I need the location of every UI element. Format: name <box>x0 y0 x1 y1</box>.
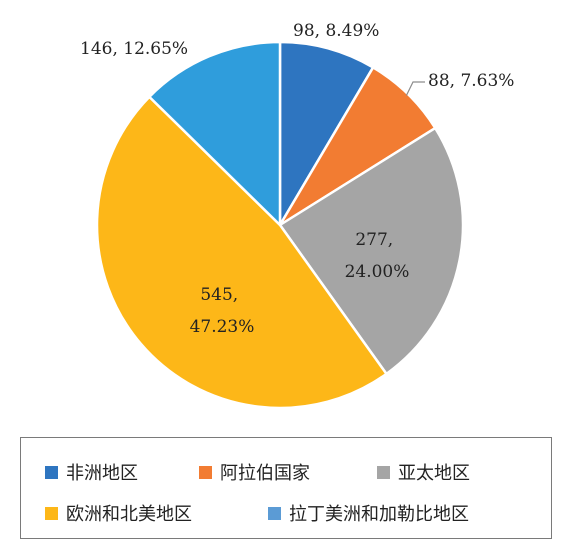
chart-legend: 非洲地区 阿拉伯国家 亚太地区 欧洲和北美地区 拉丁美洲和加勒比地区 <box>20 437 552 539</box>
data-label-africa: 98, 8.49% <box>293 21 379 41</box>
label-leader-line-arab-states <box>405 81 425 96</box>
legend-label: 拉丁美洲和加勒比地区 <box>289 504 469 525</box>
pie-slices <box>95 40 465 410</box>
data-label-asia-pacific-percent: 24.00% <box>345 262 410 282</box>
data-label-asia-pacific-value: 277, <box>355 230 393 250</box>
pie-slice-asia-pacific <box>278 126 465 376</box>
legend-item-arab-states: 阿拉伯国家 <box>199 459 310 485</box>
legend-label: 非洲地区 <box>66 463 138 484</box>
legend-swatch <box>45 465 58 479</box>
data-label-europe-north-america: 545, 47.23% <box>190 285 255 337</box>
data-label-asia-pacific: 277, 24.00% <box>345 230 410 282</box>
legend-swatch <box>45 506 58 520</box>
legend-item-asia-pacific: 亚太地区 <box>377 459 470 485</box>
pie-chart: 98, 8.49% 88, 7.63% 277, 24.00% 545, 47.… <box>80 21 514 410</box>
legend-item-latin-america: 拉丁美洲和加勒比地区 <box>268 500 469 526</box>
legend-item-africa: 非洲地区 <box>45 459 138 485</box>
pie-slice-africa <box>278 40 375 227</box>
pie-slice-europe-north-america <box>95 95 388 410</box>
legend-label: 亚太地区 <box>398 463 470 484</box>
pie-slice-latin-america <box>148 40 282 227</box>
legend-swatch <box>268 506 281 520</box>
data-label-europe-percent: 47.23% <box>190 317 255 337</box>
legend-item-europe-north-america: 欧洲和北美地区 <box>45 500 192 526</box>
legend-label: 阿拉伯国家 <box>220 463 310 484</box>
data-label-europe-value: 545, <box>200 285 238 305</box>
data-label-latin-america: 146, 12.65% <box>80 39 188 59</box>
legend-swatch <box>377 465 390 479</box>
legend-label: 欧洲和北美地区 <box>66 504 192 525</box>
legend-swatch <box>199 465 212 479</box>
data-label-arab-states: 88, 7.63% <box>428 71 514 91</box>
